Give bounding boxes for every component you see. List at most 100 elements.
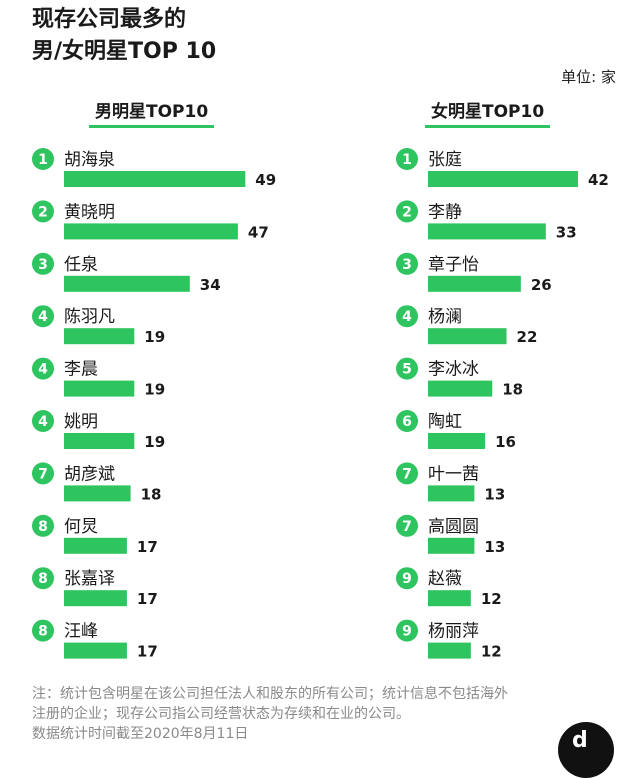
female-value-label: 33 <box>556 223 577 241</box>
female-rank-label: 2 <box>402 204 412 220</box>
female-rank-badge <box>396 619 418 642</box>
male-value-label: 19 <box>144 433 165 451</box>
female-name-label: 李冰冰 <box>428 360 479 380</box>
male-bar <box>64 433 135 449</box>
male-name-label: 汪峰 <box>64 622 98 642</box>
footnote-line-3: 数据统计时间截至2020年8月11日 <box>32 726 249 742</box>
female-rank-badge <box>396 357 418 380</box>
female-value-label: 22 <box>517 328 538 346</box>
male-rank-badge <box>32 252 54 275</box>
female-rank-label: 7 <box>402 519 412 535</box>
male-bar <box>64 328 135 345</box>
female-name-label: 李静 <box>428 202 462 222</box>
brand-logo-glyph: d <box>572 728 588 753</box>
female-rank-badge <box>396 305 418 328</box>
male-value-label: 17 <box>137 590 158 608</box>
female-rank-badge <box>396 148 418 170</box>
female-rank-label: 9 <box>402 624 412 640</box>
female-bar <box>428 223 546 240</box>
female-rank-label: 3 <box>402 257 412 273</box>
female-value-label: 26 <box>531 276 552 294</box>
male-rank-badge <box>32 200 54 223</box>
female-panel-title: 女明星TOP10 <box>425 97 551 128</box>
female-name-label: 章子怡 <box>428 255 479 275</box>
female-rank-badge <box>396 410 418 432</box>
male-rank-badge <box>32 410 54 432</box>
male-bar <box>64 275 190 292</box>
male-value-label: 17 <box>137 643 158 661</box>
female-rank-badge <box>396 567 418 590</box>
female-name-label: 杨澜 <box>428 307 462 327</box>
female-bar <box>428 328 507 345</box>
male-value-label: 18 <box>141 485 162 503</box>
male-bar <box>64 537 127 554</box>
female-bar <box>428 380 493 397</box>
unit-label: 单位: 家 <box>561 68 616 86</box>
female-bar <box>428 590 471 607</box>
female-value-label: 12 <box>481 590 502 608</box>
male-name-label: 李晨 <box>64 360 98 380</box>
male-value-label: 49 <box>255 171 276 189</box>
male-name-label: 胡彦斌 <box>64 464 115 484</box>
female-value-label: 16 <box>495 433 516 451</box>
male-rank-label: 3 <box>38 257 48 273</box>
title-line-2: 男/女明星TOP 10 <box>32 39 217 64</box>
female-value-label: 42 <box>588 171 609 189</box>
female-name-label: 杨丽萍 <box>428 622 479 642</box>
female-rank-label: 7 <box>402 466 412 482</box>
male-value-label: 17 <box>137 538 158 556</box>
footnote-line-2: 注册的企业；现存公司指公司经营状态为存续和在业的公司。 <box>32 706 410 722</box>
male-bar <box>64 380 135 397</box>
male-bar <box>64 485 131 502</box>
male-rank-label: 4 <box>38 414 48 430</box>
female-value-label: 13 <box>484 485 505 503</box>
male-value-label: 34 <box>200 276 221 294</box>
female-rank-label: 9 <box>402 571 412 587</box>
male-name-label: 何炅 <box>64 517 98 537</box>
female-name-label: 张庭 <box>428 150 462 170</box>
male-rank-badge <box>32 148 54 170</box>
male-bar <box>64 223 238 240</box>
male-rank-label: 7 <box>38 466 48 482</box>
title-line-1: 现存公司最多的 <box>32 7 187 32</box>
female-bar <box>428 485 475 502</box>
female-rank-label: 6 <box>402 414 412 430</box>
chart-title: 现存公司最多的 男/女明星TOP 10 <box>32 4 216 68</box>
female-rank-badge <box>396 200 418 223</box>
male-name-label: 姚明 <box>64 412 98 432</box>
male-name-label: 张嘉译 <box>64 569 115 589</box>
male-rank-label: 8 <box>38 571 48 587</box>
male-bar <box>64 642 127 659</box>
male-rank-label: 8 <box>38 624 48 640</box>
female-rank-badge <box>396 252 418 275</box>
male-name-label: 黄晓明 <box>64 202 115 222</box>
male-rank-badge <box>32 305 54 328</box>
female-name-label: 赵薇 <box>428 569 462 589</box>
male-rank-label: 4 <box>38 309 48 325</box>
male-rank-badge <box>32 514 54 537</box>
male-bar <box>64 590 127 607</box>
female-name-label: 叶一茜 <box>428 464 479 484</box>
female-rank-label: 1 <box>402 152 412 168</box>
male-rank-label: 2 <box>38 204 48 220</box>
female-value-label: 18 <box>502 381 523 399</box>
male-value-label: 19 <box>144 381 165 399</box>
female-rank-badge <box>396 514 418 537</box>
female-bar <box>428 275 521 292</box>
footnote-line-1: 注：统计包含明星在该公司担任法人和股东的所有公司；统计信息不包括海外 <box>32 686 508 702</box>
male-rank-label: 1 <box>38 152 48 168</box>
female-rank-label: 4 <box>402 309 412 325</box>
female-bar <box>428 642 471 659</box>
male-name-label: 胡海泉 <box>64 150 115 170</box>
male-rank-badge <box>32 619 54 642</box>
male-rank-badge <box>32 567 54 590</box>
male-bar <box>64 171 246 187</box>
male-rank-badge <box>32 462 54 485</box>
male-value-label: 47 <box>248 223 269 241</box>
female-bar <box>428 171 578 187</box>
female-name-label: 陶虹 <box>428 412 462 432</box>
female-rank-badge <box>396 462 418 485</box>
female-value-label: 12 <box>481 643 502 661</box>
male-rank-label: 8 <box>38 519 48 535</box>
